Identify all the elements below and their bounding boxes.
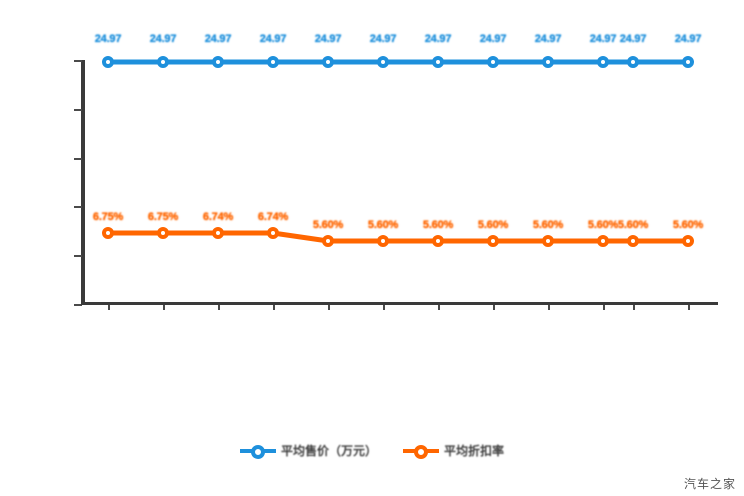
series-markers-price xyxy=(102,56,694,68)
data-label-price: 24.97 xyxy=(674,33,702,45)
y-tick xyxy=(74,304,82,306)
data-point-discount[interactable] xyxy=(627,235,639,247)
data-label-discount: 6.74% xyxy=(202,211,234,223)
x-tick xyxy=(633,305,635,310)
data-label-price: 24.97 xyxy=(534,33,562,45)
data-label-discount: 5.60% xyxy=(587,219,619,231)
data-point-price[interactable] xyxy=(597,56,609,68)
data-point-price[interactable] xyxy=(542,56,554,68)
data-point-discount[interactable] xyxy=(682,235,694,247)
y-tick xyxy=(74,157,82,160)
data-point-discount[interactable] xyxy=(377,235,389,247)
x-tick xyxy=(548,305,550,310)
x-tick xyxy=(273,305,275,310)
legend-marker-circle-icon xyxy=(403,443,439,459)
data-label-discount: 5.60% xyxy=(532,219,564,231)
data-point-discount[interactable] xyxy=(102,227,114,239)
y-axis-line xyxy=(81,60,85,304)
y-tick xyxy=(74,255,82,258)
data-point-discount[interactable] xyxy=(157,227,169,239)
data-point-discount[interactable] xyxy=(267,227,279,239)
data-point-discount[interactable] xyxy=(597,235,609,247)
data-point-price[interactable] xyxy=(157,56,169,68)
watermark-autohome: 汽车之家 xyxy=(683,477,736,491)
series-markers-discount xyxy=(102,227,694,247)
x-tick xyxy=(383,305,385,310)
legend-marker-circle-icon xyxy=(239,443,276,459)
data-point-price[interactable] xyxy=(682,56,694,68)
data-point-price[interactable] xyxy=(102,56,114,68)
data-point-discount[interactable] xyxy=(212,227,224,239)
legend-item-discount[interactable]: 平均折扣率 xyxy=(403,442,504,459)
y-tick xyxy=(74,60,82,62)
data-point-price[interactable] xyxy=(377,56,389,68)
x-tick xyxy=(328,305,330,310)
data-point-price[interactable] xyxy=(212,56,224,68)
data-point-discount[interactable] xyxy=(322,235,334,247)
x-tick xyxy=(163,305,165,310)
data-label-price: 24.97 xyxy=(369,33,397,45)
x-tick xyxy=(493,305,495,310)
data-point-price[interactable] xyxy=(322,56,334,68)
x-tick xyxy=(438,305,440,310)
x-tick xyxy=(218,305,220,310)
data-label-price: 24.97 xyxy=(94,33,122,45)
data-point-price[interactable] xyxy=(432,56,444,68)
data-point-price[interactable] xyxy=(487,56,499,68)
data-label-price: 24.97 xyxy=(259,33,287,45)
data-label-price: 24.97 xyxy=(479,33,507,45)
legend-item-price[interactable]: 平均售价（万元） xyxy=(239,442,377,459)
x-axis-line xyxy=(81,302,718,305)
data-label-price: 24.97 xyxy=(149,33,177,45)
data-label-price: 24.97 xyxy=(619,33,647,45)
data-label-price: 24.97 xyxy=(589,33,617,45)
data-label-price: 24.97 xyxy=(314,33,342,45)
data-label-discount: 5.60% xyxy=(672,219,704,231)
data-label-discount: 5.60% xyxy=(422,219,454,231)
data-label-discount: 6.75% xyxy=(147,211,179,223)
data-label-discount: 5.60% xyxy=(367,219,399,231)
data-label-discount: 5.60% xyxy=(312,219,344,231)
data-point-discount[interactable] xyxy=(432,235,444,247)
data-label-discount: 5.60% xyxy=(617,219,649,231)
data-point-discount[interactable] xyxy=(542,235,554,247)
data-point-price[interactable] xyxy=(627,56,639,68)
y-tick xyxy=(74,206,82,209)
data-label-price: 24.97 xyxy=(424,33,452,45)
data-point-price[interactable] xyxy=(267,56,279,68)
legend-label-discount: 平均折扣率 xyxy=(444,444,505,458)
data-point-discount[interactable] xyxy=(487,235,499,247)
chart-legend: 平均售价（万元） 平均折扣率 xyxy=(0,442,744,459)
data-label-discount: 6.74% xyxy=(257,211,289,223)
x-tick xyxy=(688,305,690,310)
data-label-discount: 5.60% xyxy=(477,219,509,231)
x-tick xyxy=(603,305,605,310)
data-label-price: 24.97 xyxy=(204,33,232,45)
y-tick xyxy=(74,108,82,111)
legend-label-price: 平均售价（万元） xyxy=(280,444,377,458)
x-tick xyxy=(108,305,110,310)
data-label-discount: 6.75% xyxy=(92,211,124,223)
